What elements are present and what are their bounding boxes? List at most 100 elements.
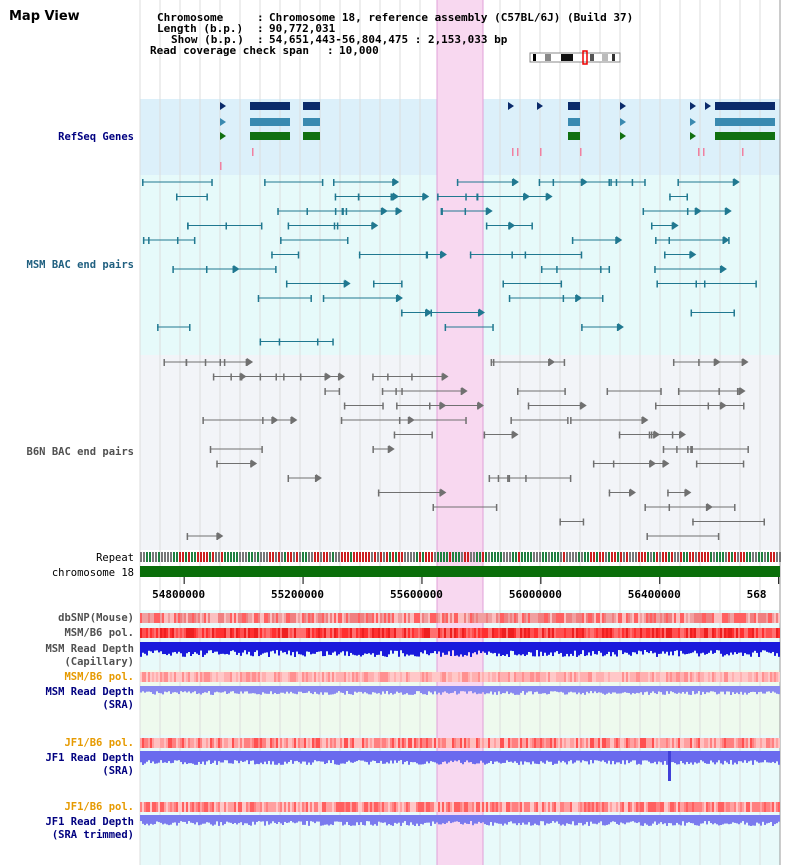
msm-pol-2-cell: [704, 672, 706, 682]
repeat-mark: [578, 552, 580, 562]
jf1-pol-2-cell: [514, 802, 516, 812]
msm-pol-2-cell: [700, 672, 702, 682]
msm-pol-2-cell: [508, 672, 510, 682]
msm-depth-capillary-bar: [166, 642, 168, 656]
msm-depth-capillary-bar: [280, 642, 282, 651]
repeat-mark: [284, 552, 286, 562]
jf1-pol-cell: [426, 738, 428, 748]
jf1-pol-2-cell: [498, 802, 500, 812]
track-label-refseq[interactable]: RefSeq Genes: [58, 131, 134, 143]
msm-pol-2-cell: [606, 672, 608, 682]
jf1-depth-sra-bar: [456, 751, 458, 762]
jf1-depth-trimmed-bar: [208, 815, 210, 823]
msm-depth-sra-bar: [250, 686, 252, 694]
msm-pol-2-cell: [192, 672, 194, 682]
msm-depth-sra-bar: [562, 686, 564, 693]
msm-pol-2-cell: [690, 672, 692, 682]
repeat-mark: [755, 552, 757, 562]
msm-depth-capillary-bar: [646, 642, 648, 653]
dbsnp-cell: [652, 613, 654, 623]
msm-bac-pair-end: [686, 193, 688, 201]
repeat-mark: [317, 552, 319, 562]
msm-depth-capillary-bar: [322, 642, 324, 657]
jf1-pol-cell: [564, 738, 566, 748]
b6n-bac-pair-end: [216, 460, 218, 468]
jf1-depth-sra-bar: [458, 751, 460, 761]
msm-depth-capillary-bar: [226, 642, 228, 654]
msm-pol-2-cell: [676, 672, 678, 682]
msm-depth-capillary-bar: [178, 642, 180, 652]
jf1-depth-trimmed-bar: [558, 815, 560, 824]
jf1-depth-trimmed-bar: [752, 815, 754, 826]
msm-pol-2-cell: [306, 672, 308, 682]
repeat-mark: [626, 552, 628, 562]
jf1-depth-sra-bar: [478, 751, 480, 764]
msm-bac-pair-end: [260, 222, 263, 230]
msm-depth-capillary-bar: [554, 642, 556, 653]
dbsnp-cell: [396, 613, 398, 623]
msm-bac-pair-arrow: [576, 294, 583, 302]
msm-pol-2-cell: [302, 672, 304, 682]
msm-pol-cell: [402, 628, 404, 638]
jf1-depth-trimmed-bar: [482, 815, 484, 823]
msm-pol-cell: [504, 628, 506, 638]
msm-pol-cell: [462, 628, 464, 638]
jf1-depth-trimmed-bar: [304, 815, 306, 825]
b6n-bac-pair-arrow: [461, 387, 468, 395]
b6n-bac-pair-end: [677, 388, 680, 395]
msm-pol-2-cell: [332, 672, 334, 682]
msm-depth-sra-bar: [652, 686, 654, 692]
jf1-pol-cell: [352, 738, 354, 748]
jf1-pol-cell: [534, 738, 536, 748]
b6n-bac-pair-arrow: [580, 401, 587, 410]
jf1-depth-trimmed-bar: [168, 815, 170, 826]
dbsnp-cell: [432, 613, 434, 623]
jf1-pol-cell: [228, 738, 230, 748]
track-label-b6n-bac[interactable]: B6N BAC end pairs: [26, 446, 134, 458]
msm-depth-sra-bar: [618, 686, 620, 694]
msm-depth-sra-bar: [776, 686, 778, 694]
dbsnp-cell: [356, 613, 358, 623]
b6n-bac-pair-arrow: [478, 401, 485, 410]
msm-pol-2-cell: [608, 672, 610, 682]
msm-pol-2-cell: [524, 672, 526, 682]
msm-depth-sra-bar: [510, 686, 512, 693]
jf1-pol-2-cell: [752, 802, 754, 812]
msm-depth-sra-bar: [522, 686, 524, 692]
axis-tick-label: 55200000: [271, 588, 325, 601]
jf1-pol-2-cell: [466, 802, 468, 812]
msm-pol-cell: [208, 628, 210, 638]
msm-depth-capillary-bar: [470, 642, 472, 657]
dbsnp-cell: [566, 613, 568, 623]
jf1-pol-cell: [634, 738, 636, 748]
msm-pol-2-cell: [776, 672, 778, 682]
jf1-depth-sra-bar: [532, 751, 534, 762]
dbsnp-cell: [244, 613, 246, 623]
jf1-pol-cell: [616, 738, 618, 748]
msm-depth-sra-bar: [446, 686, 448, 693]
jf1-depth-sra-bar: [204, 751, 206, 765]
repeat-mark: [644, 552, 646, 562]
jf1-pol-2-cell: [732, 802, 734, 812]
msm-bac-pair-end: [439, 251, 442, 259]
jf1-depth-sra-bar: [754, 751, 756, 761]
msm-pol-2-cell: [410, 672, 412, 682]
jf1-pol-2-cell: [610, 802, 612, 812]
jf1-pol-cell: [626, 738, 628, 748]
jf1-depth-trimmed-bar: [646, 815, 648, 825]
msm-pol-2-cell: [452, 672, 454, 682]
jf1-depth-sra-bar: [498, 751, 500, 763]
repeat-mark: [557, 552, 559, 562]
msm-depth-capillary-bar: [748, 642, 750, 655]
dbsnp-cell: [738, 613, 740, 623]
msm-depth-capillary-bar: [628, 642, 630, 655]
track-label-msm-bac[interactable]: MSM BAC end pairs: [26, 259, 134, 271]
jf1-depth-sra-bar: [588, 751, 590, 765]
jf1-depth-sra-bar: [556, 751, 558, 764]
msm-depth-sra-bar: [466, 686, 468, 694]
msm-bac-pair-end: [440, 208, 443, 215]
jf1-pol-2-cell: [492, 802, 494, 812]
msm-pol-2-cell: [396, 672, 398, 682]
repeat-mark: [509, 552, 511, 562]
jf1-depth-sra-bar: [160, 751, 162, 761]
